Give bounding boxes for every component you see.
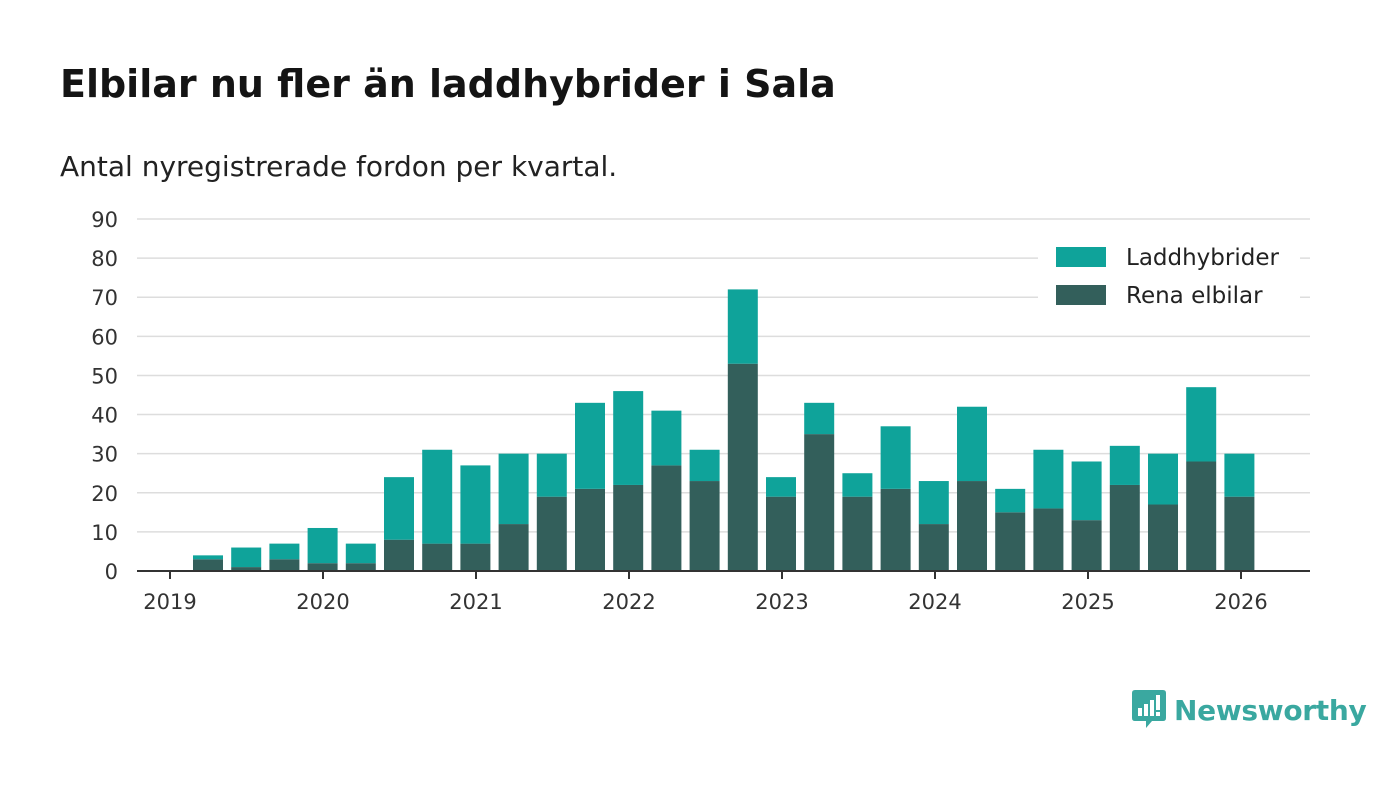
y-tick-label: 50 <box>91 364 118 388</box>
bar-laddhybrider <box>766 477 796 497</box>
bar-laddhybrider <box>613 391 644 485</box>
bar-laddhybrider <box>575 402 605 489</box>
bar-laddhybrider <box>498 453 529 525</box>
y-tick-label: 60 <box>91 325 118 349</box>
legend-swatch <box>1056 285 1106 305</box>
bar-laddhybrider <box>957 406 987 482</box>
bar-laddhybrider <box>651 410 682 466</box>
stacked-bar-chart: 0 10 20 30 40 50 60 70 80 90 2019 2020 2021 2022 2023 2… <box>91 208 1310 614</box>
bar-rena-elbilar <box>727 363 758 571</box>
bar-laddhybrider <box>422 449 453 544</box>
bar-rena-elbilar <box>1109 484 1140 571</box>
x-tick-label: 2019 <box>143 590 196 614</box>
bar-laddhybrider <box>1071 461 1102 521</box>
bar-laddhybrider <box>1148 453 1178 505</box>
newsworthy-logo: Newsworthy <box>1132 690 1367 730</box>
y-tick-label: 80 <box>91 247 118 271</box>
y-tick-label: 0 <box>105 560 118 584</box>
x-tick-label: 2023 <box>755 590 808 614</box>
bar-rena-elbilar <box>995 512 1026 571</box>
bar-laddhybrider <box>880 426 911 489</box>
bar-laddhybrider <box>269 543 300 560</box>
bar-rena-elbilar <box>422 543 453 571</box>
y-tick-label: 20 <box>91 482 118 506</box>
bar-laddhybrider <box>995 488 1026 513</box>
legend-label: Laddhybrider <box>1126 245 1279 271</box>
x-tick-label: 2026 <box>1214 590 1267 614</box>
bar-rena-elbilar <box>1033 508 1064 571</box>
y-tick-label: 90 <box>91 208 118 232</box>
legend-swatch <box>1056 247 1106 267</box>
bar-rena-elbilar <box>1148 504 1178 571</box>
bar-rena-elbilar <box>918 524 949 571</box>
bar-laddhybrider <box>345 543 376 564</box>
bar-rena-elbilar <box>345 563 376 571</box>
x-tick-label: 2021 <box>449 590 502 614</box>
bar-rena-elbilar <box>689 481 720 571</box>
x-tick-label: 2020 <box>296 590 349 614</box>
x-tick-label: 2024 <box>908 590 961 614</box>
bar-rena-elbilar <box>307 563 338 571</box>
bar-rena-elbilar <box>880 488 911 571</box>
chart-subtitle: Antal nyregistrerade fordon per kvartal. <box>60 150 618 183</box>
bar-rena-elbilar <box>575 488 605 571</box>
y-tick-label: 30 <box>91 443 118 467</box>
x-tick-label: 2025 <box>1061 590 1114 614</box>
bar-laddhybrider <box>842 473 873 497</box>
y-tick-label: 10 <box>91 521 118 545</box>
bar-laddhybrider <box>1109 445 1140 485</box>
bar-laddhybrider <box>689 449 720 482</box>
bar-rena-elbilar <box>1071 520 1102 571</box>
y-tick-label: 70 <box>91 286 118 310</box>
bar-laddhybrider <box>193 555 223 560</box>
bar-rena-elbilar <box>804 434 835 571</box>
bar-rena-elbilar <box>231 567 262 571</box>
bar-rena-elbilar <box>613 484 644 571</box>
bar-rena-elbilar <box>536 496 567 571</box>
bar-rena-elbilar <box>460 543 491 571</box>
bar-laddhybrider <box>1186 387 1217 462</box>
bar-rena-elbilar <box>842 496 873 571</box>
y-tick-label: 40 <box>91 404 118 428</box>
newsworthy-logo-icon <box>1132 690 1166 728</box>
bar-laddhybrider <box>231 547 262 568</box>
x-tick-label: 2022 <box>602 590 655 614</box>
bar-rena-elbilar <box>193 559 223 571</box>
bar-rena-elbilar <box>498 524 529 571</box>
legend-label: Rena elbilar <box>1126 283 1263 309</box>
bar-rena-elbilar <box>269 559 300 571</box>
bar-rena-elbilar <box>1224 496 1255 571</box>
bar-laddhybrider <box>536 453 567 497</box>
bar-laddhybrider <box>727 289 758 364</box>
bar-laddhybrider <box>460 465 491 544</box>
bar-laddhybrider <box>1033 449 1064 509</box>
bar-rena-elbilar <box>384 539 414 571</box>
bar-rena-elbilar <box>766 496 796 571</box>
bar-laddhybrider <box>1224 453 1255 497</box>
bar-rena-elbilar <box>651 465 682 571</box>
chart-title: Elbilar nu fler än laddhybrider i Sala <box>60 62 836 106</box>
bar-laddhybrider <box>804 402 835 435</box>
bar-laddhybrider <box>307 527 338 564</box>
bar-rena-elbilar <box>1186 461 1217 571</box>
bar-laddhybrider <box>918 481 949 525</box>
newsworthy-logo-text: Newsworthy <box>1174 693 1367 727</box>
bar-rena-elbilar <box>957 481 987 571</box>
bar-laddhybrider <box>384 477 414 540</box>
